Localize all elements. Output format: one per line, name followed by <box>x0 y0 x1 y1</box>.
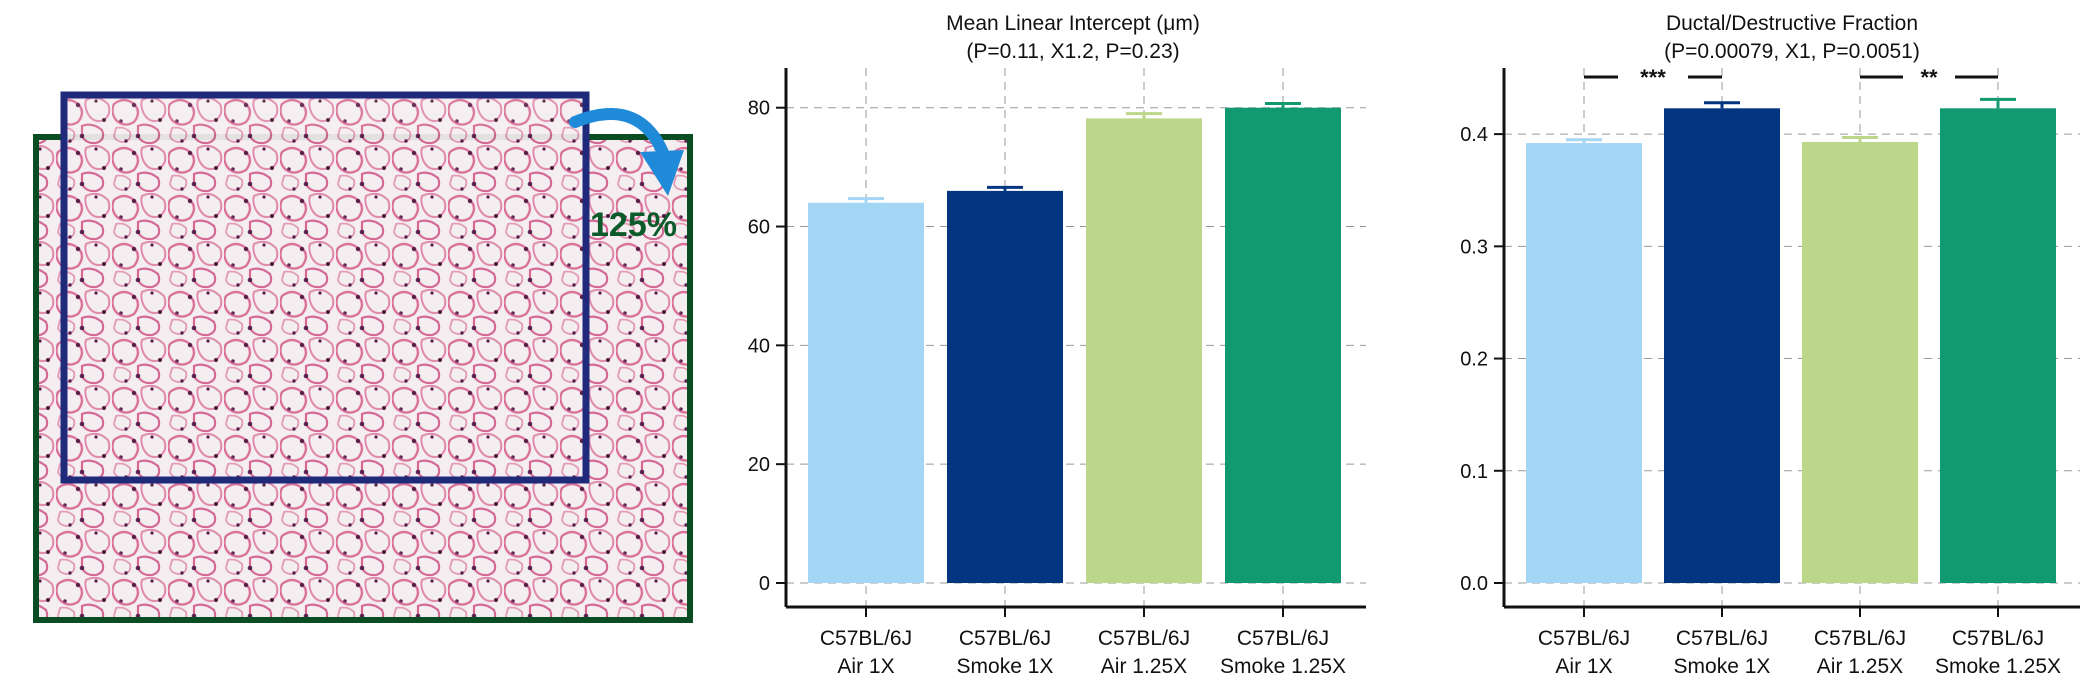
chart-title: Ductal/Destructive Fraction <box>1666 12 1918 35</box>
arrow-head-icon <box>640 150 684 196</box>
y-tick-label: 0.2 <box>1460 349 1488 371</box>
x-tick-label: Smoke 1X <box>1674 655 1771 678</box>
chart-title: Mean Linear Intercept (μm) <box>946 12 1200 35</box>
y-tick-label: 0.0 <box>1460 573 1488 595</box>
bar <box>1664 108 1780 584</box>
x-tick-label: C57BL/6J <box>1952 627 2044 650</box>
y-tick-label: 0.1 <box>1460 461 1488 483</box>
bar <box>1940 108 2056 584</box>
x-tick-label: C57BL/6J <box>1237 627 1329 650</box>
x-tick-label: C57BL/6J <box>820 627 912 650</box>
bars <box>1526 108 2056 584</box>
y-tick-label: 20 <box>748 454 770 476</box>
histology-image-panel: 125% <box>33 91 693 623</box>
x-tick-label: Smoke 1.25X <box>1935 655 2061 678</box>
chart-subtitle: (P=0.00079, X1, P=0.0051) <box>1664 40 1920 63</box>
bar <box>947 190 1063 583</box>
zoom-percentage-label: 125% <box>590 206 677 244</box>
bar <box>1086 118 1202 584</box>
y-tick-label: 0.3 <box>1460 236 1488 258</box>
x-tick-label: C57BL/6J <box>1814 627 1906 650</box>
x-tick-label: C57BL/6J <box>1676 627 1768 650</box>
x-tick-label: Air 1.25X <box>1101 655 1187 678</box>
x-tick-label: Air 1.25X <box>1817 655 1903 678</box>
curved-arrow-icon <box>569 108 670 161</box>
bars <box>808 107 1341 584</box>
bar <box>808 202 924 583</box>
y-tick-label: 40 <box>748 335 770 357</box>
axes <box>1502 68 2080 617</box>
x-tick-label: Air 1X <box>837 655 894 678</box>
significance-label: *** <box>1640 65 1666 90</box>
x-axis-labels: C57BL/6J Air 1X C57BL/6J Smoke 1X C57BL/6J Ai… <box>1538 627 2061 678</box>
significance-annotations: *** ** <box>1584 65 1998 90</box>
y-axis-ticks: 0.0 0.1 0.2 0.3 0.4 <box>1460 124 1504 595</box>
axes <box>784 68 1366 617</box>
x-tick-label: Smoke 1.25X <box>1220 655 1346 678</box>
x-axis-labels: C57BL/6J Air 1X C57BL/6J Smoke 1X C57BL/6J Ai… <box>820 627 1346 678</box>
significance-label: ** <box>1920 65 1938 90</box>
bar <box>1802 141 1918 583</box>
error-bars <box>848 102 1301 203</box>
ductal-destructive-fraction-chart: Ductal/Destructive Fraction (P=0.00079, … <box>1460 12 2080 678</box>
inner-frame-1x <box>60 91 590 484</box>
y-axis-ticks: 0 20 40 60 80 <box>748 98 786 595</box>
bar <box>1526 143 1642 584</box>
x-tick-label: Air 1X <box>1555 655 1612 678</box>
y-tick-label: 0 <box>759 573 770 595</box>
x-tick-label: C57BL/6J <box>1538 627 1630 650</box>
y-tick-label: 60 <box>748 217 770 239</box>
mean-linear-intercept-chart: Mean Linear Intercept (μm) (P=0.11, X1.2… <box>748 12 1366 678</box>
y-tick-label: 0.4 <box>1460 124 1488 146</box>
chart-subtitle: (P=0.11, X1.2, P=0.23) <box>966 40 1179 63</box>
error-bars <box>1566 97 2016 144</box>
x-tick-label: C57BL/6J <box>959 627 1051 650</box>
x-tick-label: C57BL/6J <box>1098 627 1190 650</box>
bar <box>1225 107 1341 584</box>
x-tick-label: Smoke 1X <box>957 655 1054 678</box>
y-tick-label: 80 <box>748 98 770 120</box>
